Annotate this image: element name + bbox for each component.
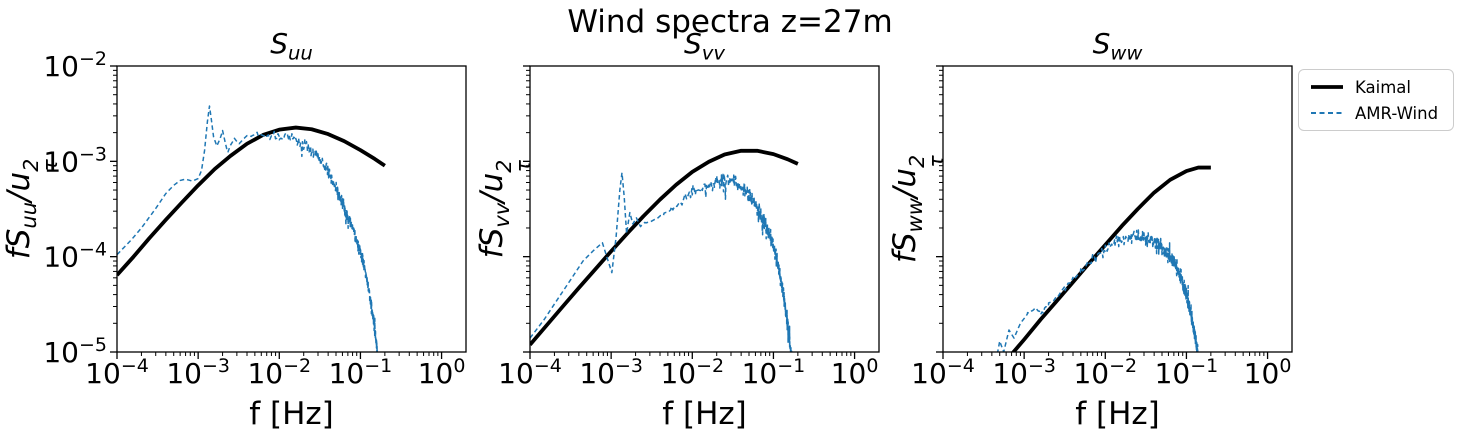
x-tick-label: 10−1 [742, 355, 806, 390]
legend-label-amr-wind: AMR-Wind [1355, 103, 1439, 123]
axes-frame [942, 65, 1293, 353]
subplot-title-s_uu: Suu [270, 27, 313, 65]
x-tick-label: 10−4 [498, 355, 562, 390]
x-axis-label: f [Hz] [1075, 396, 1160, 432]
x-tick-label: 10−2 [1073, 355, 1137, 390]
subplot-s_ww: 10−4 10−3 10−2 10−1 100 [911, 65, 1293, 390]
legend-label-kaimal: Kaimal [1355, 77, 1411, 97]
subplot-s_uu: 10−4 10−3 10−2 10−1 100 10−210−310−410−5 [43, 48, 467, 390]
amr-wind-curve [530, 171, 793, 352]
amr-wind-curve [996, 229, 1199, 352]
amr-wind-line-sample [1311, 112, 1343, 114]
ticks [936, 65, 1269, 359]
x-tick-label: 10−3 [166, 355, 230, 390]
kaimal-curve [530, 148, 799, 347]
subplot-s_vv: 10−4 10−3 10−2 10−1 100 [498, 65, 880, 390]
legend-entry-amr-wind: AMR-Wind [1309, 104, 1443, 123]
axes-frame [529, 65, 880, 353]
subplot-title-s_ww: Sww [1092, 27, 1143, 65]
kaimal-curve [117, 125, 386, 277]
x-tick-label: 100 [831, 355, 879, 390]
y-axis-label-vv: fSvv/u 2 τ [473, 159, 535, 259]
x-tick-label: 10−3 [579, 355, 643, 390]
kaimal-line-sample [1311, 85, 1343, 89]
y-tick-labels: 10−210−310−410−5 [43, 48, 107, 369]
x-tick-label: 10−1 [1155, 355, 1219, 390]
x-tick-label: 100 [418, 355, 466, 390]
ticks [523, 65, 856, 359]
x-axis-label: f [Hz] [662, 396, 747, 432]
legend-entry-kaimal: Kaimal [1309, 78, 1443, 97]
x-tick-label: 100 [1244, 355, 1292, 390]
x-axis-label: f [Hz] [249, 396, 334, 432]
x-tick-label: 10−4 [911, 355, 975, 390]
x-tick-labels: 10−4 10−3 10−2 10−1 100 [911, 355, 1291, 390]
y-tick-label: 10−4 [43, 239, 107, 274]
ticks [110, 65, 443, 359]
x-tick-labels: 10−4 10−3 10−2 10−1 100 [498, 355, 878, 390]
subplot-title-s_vv: Svv [684, 27, 725, 65]
x-tick-label: 10−2 [247, 355, 311, 390]
y-tick-label: 10−2 [43, 48, 107, 83]
figure-title: Wind spectra z=27m [567, 4, 893, 40]
x-tick-label: 10−4 [85, 355, 149, 390]
amr-wind-curve [117, 105, 379, 352]
y-axis-label-uu: fSuu/u 2 τ [0, 158, 62, 260]
x-tick-label: 10−1 [329, 355, 393, 390]
x-tick-labels: 10−4 10−3 10−2 10−1 100 [85, 355, 465, 390]
x-tick-label: 10−3 [992, 355, 1056, 390]
axes-frame [116, 65, 467, 353]
y-axis-label-ww: fSww/u 2 τ [886, 154, 948, 264]
kaimal-curve [1011, 165, 1211, 352]
legend: Kaimal AMR-Wind [1298, 69, 1454, 131]
x-tick-label: 10−2 [660, 355, 724, 390]
